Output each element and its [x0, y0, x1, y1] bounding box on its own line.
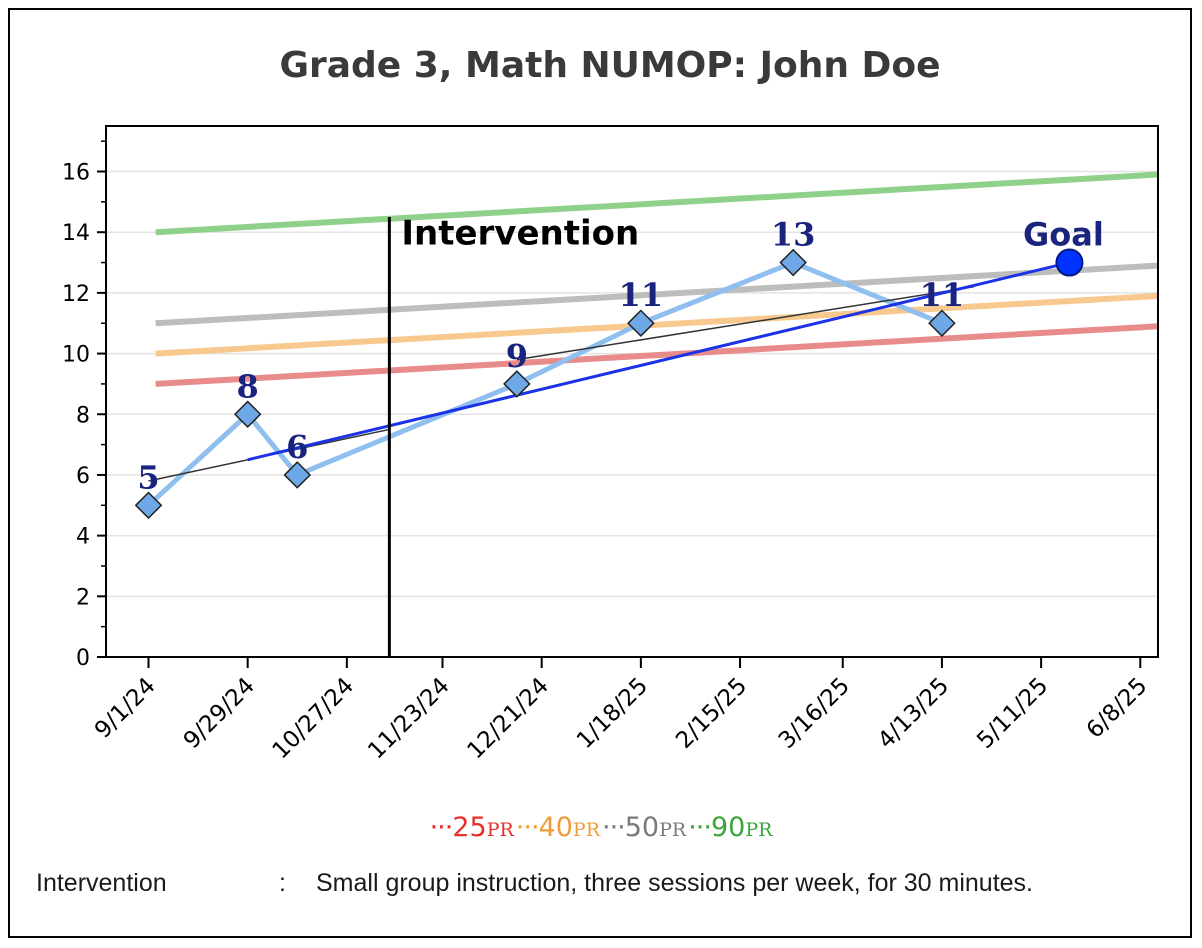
score-label: 8: [237, 367, 259, 405]
score-marker: [233, 400, 262, 429]
legend-dots: ···: [515, 812, 540, 843]
score-label: 11: [920, 276, 965, 314]
percentile-line-50: [155, 262, 1159, 327]
score-label: 11: [619, 276, 664, 314]
chart-title: Grade 3, Math NUMOP: John Doe: [279, 45, 940, 86]
score-marker: [134, 491, 163, 520]
x-tick-label: 9/29/24: [179, 673, 260, 754]
percentile-line-40: [155, 292, 1159, 357]
y-tick-label: 16: [62, 161, 90, 186]
legend-value: 40: [538, 812, 573, 843]
y-tick-label: 10: [62, 343, 90, 368]
x-tick-label: 6/8/25: [1082, 673, 1153, 744]
report-frame: [8, 8, 1192, 938]
progress-chart: Grade 3, Math NUMOP: John Doe Interventi…: [62, 45, 1159, 764]
y-tick-label: 8: [76, 403, 90, 428]
score-marker: [503, 370, 531, 398]
score-label: 5: [137, 458, 159, 496]
score-label: 9: [506, 337, 528, 375]
legend-suffix: PR: [572, 819, 600, 841]
y-tick-label: 2: [76, 585, 90, 610]
legend-item-50: ···50PR: [602, 812, 686, 843]
legend-dots: ···: [429, 812, 454, 843]
legend-item-40: ···40PR: [516, 812, 600, 843]
y-tick-label: 14: [62, 221, 90, 246]
legend-item-25: ···25PR: [430, 812, 514, 843]
y-tick-label: 12: [62, 282, 90, 307]
score-label: 13: [771, 216, 816, 254]
legend-dots: ···: [688, 812, 712, 843]
legend-value: 50: [624, 812, 660, 843]
goal-label: Goal: [1023, 216, 1104, 254]
legend-value: 90: [710, 812, 746, 843]
intervention-note-colon: :: [279, 869, 286, 897]
score-marker: [928, 309, 956, 338]
x-tick-label: 1/18/25: [572, 673, 653, 754]
y-tick-label: 6: [76, 464, 90, 489]
legend-item-90: ···90PR: [688, 812, 772, 843]
x-tick-label: 4/13/25: [873, 673, 954, 754]
legend-suffix: PR: [659, 819, 687, 841]
x-tick-label: 9/1/24: [90, 673, 161, 744]
x-tick-label: 11/23/24: [363, 673, 454, 764]
percentile-line-25: [155, 323, 1159, 387]
score-marker: [627, 309, 655, 338]
score-marker: [779, 248, 807, 277]
score-label: 6: [286, 428, 308, 466]
x-tick-label: 12/21/24: [462, 673, 553, 764]
y-tick-label: 4: [76, 525, 90, 550]
y-tick-label: 0: [76, 646, 90, 671]
intervention-note-label: Intervention: [36, 869, 167, 897]
x-tick-label: 3/16/25: [774, 673, 855, 754]
plot-area: [105, 125, 1159, 658]
aim-line: [247, 261, 1070, 462]
x-tick-label: 2/15/25: [671, 673, 752, 754]
score-marker: [283, 461, 312, 489]
legend-suffix: PR: [745, 819, 773, 841]
percentile-legend: ···25PR···40PR···50PR···90PR: [0, 812, 1202, 843]
legend-value: 25: [452, 812, 487, 843]
percentile-line-90: [155, 171, 1159, 236]
intervention-note-text: Small group instruction, three sessions …: [316, 869, 1034, 897]
legend-suffix: PR: [486, 819, 514, 841]
legend-dots: ···: [602, 812, 626, 843]
trend-line: [516, 286, 974, 361]
x-tick-label: 10/27/24: [268, 673, 359, 764]
goal-marker: [1055, 248, 1084, 277]
intervention-label: Intervention: [401, 213, 639, 253]
x-tick-label: 5/11/25: [972, 673, 1053, 754]
